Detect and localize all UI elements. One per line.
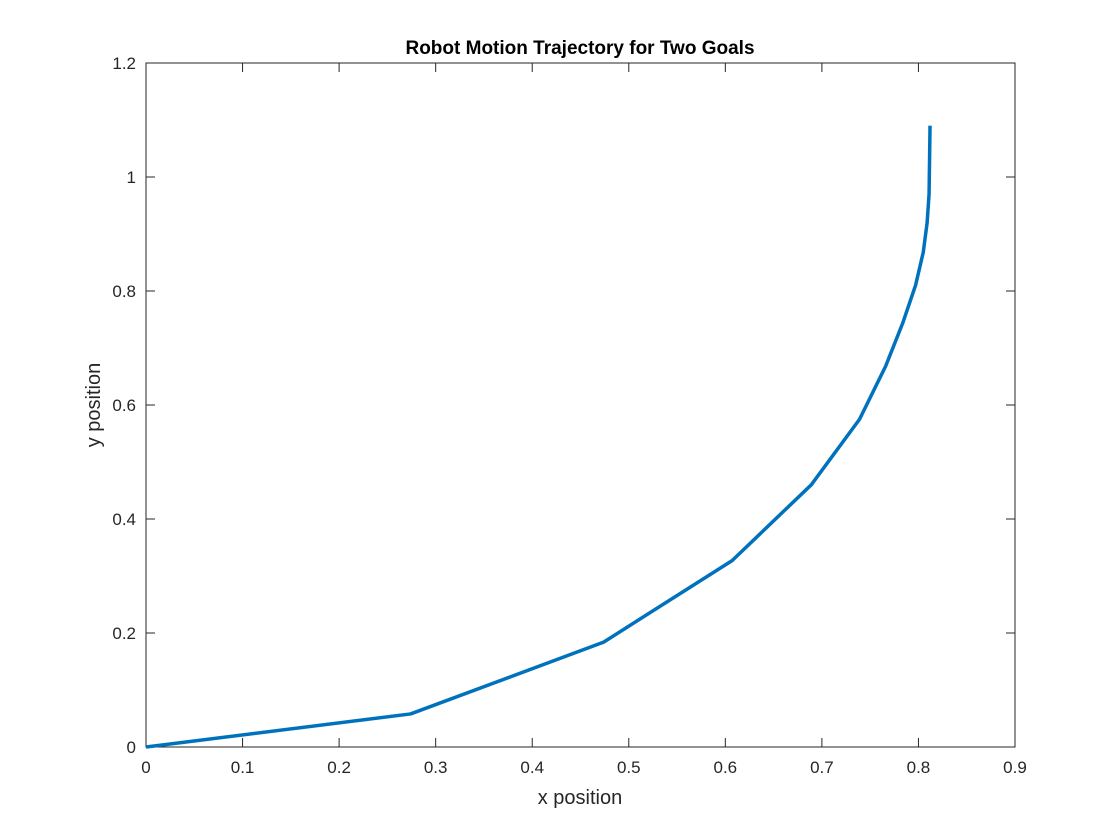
x-tick-label: 0: [141, 758, 150, 777]
x-tick-label: 0.5: [617, 758, 641, 777]
x-tick-label: 0.3: [424, 758, 448, 777]
y-tick-label: 0: [127, 738, 136, 757]
axis-ticks: 0 0.1 0.2 0.3 0.4 0.5 0.6 0.7 0.8 0.9 0 0.2 0.4 0.6 0.…: [112, 54, 1026, 777]
series-lines: [145, 125, 932, 749]
x-tick-label: 0.4: [520, 758, 544, 777]
x-tick-label: 0.2: [327, 758, 351, 777]
x-tick-label: 0.8: [907, 758, 931, 777]
x-tick-label: 0.7: [810, 758, 834, 777]
chart-title: Robot Motion Trajectory for Two Goals: [405, 38, 754, 59]
x-tick-label: 0.9: [1003, 758, 1027, 777]
y-tick-label: 0.2: [112, 624, 136, 643]
y-tick-label: 0.8: [112, 282, 136, 301]
plot-area: [145, 62, 1016, 748]
y-tick-label: 1: [127, 168, 136, 187]
series-line-0: [145, 125, 932, 749]
y-tick-label: 0.6: [112, 396, 136, 415]
y-axis-label: y position: [83, 363, 105, 448]
x-axis-label: x position: [538, 787, 623, 809]
y-tick-label: 0.4: [112, 510, 136, 529]
x-tick-label: 0.1: [231, 758, 255, 777]
x-tick-label: 0.6: [714, 758, 738, 777]
y-tick-label: 1.2: [112, 54, 136, 73]
